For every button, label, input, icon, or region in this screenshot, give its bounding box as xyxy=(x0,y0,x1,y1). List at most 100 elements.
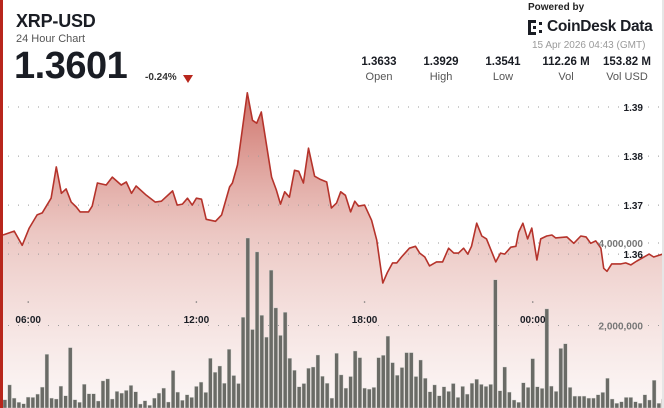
volume-bar xyxy=(133,391,138,408)
volume-bar xyxy=(269,269,274,408)
volume-bar xyxy=(306,368,311,408)
volume-bar xyxy=(540,388,545,408)
volume-bar xyxy=(507,391,512,408)
price-tick-label: 1.36 xyxy=(624,250,644,261)
volume-bar xyxy=(40,386,45,408)
volume-bar xyxy=(82,384,87,408)
volume-bar xyxy=(245,237,250,408)
volume-bar xyxy=(642,394,647,408)
volume-bar xyxy=(409,352,414,408)
volume-bar xyxy=(110,398,115,408)
volume-bar xyxy=(259,315,264,408)
volume-tick-label: 4,000,000 xyxy=(599,239,644,250)
volume-bar xyxy=(278,335,283,408)
volume-bar xyxy=(647,399,652,408)
volume-bar xyxy=(656,403,661,408)
volume-bar xyxy=(124,390,129,408)
volume-bar xyxy=(577,395,582,408)
volume-bar xyxy=(208,358,213,408)
volume-bar xyxy=(572,395,577,408)
volume-bar xyxy=(96,400,101,408)
volume-bar xyxy=(554,391,559,408)
volume-bar xyxy=(549,385,554,408)
x-tick-label: 18:00 xyxy=(352,315,378,326)
volume-bar xyxy=(254,251,260,408)
volume-bar xyxy=(21,403,26,408)
volume-bar xyxy=(343,387,348,408)
volume-bar xyxy=(390,362,395,408)
volume-bar xyxy=(100,380,106,408)
volume-bar xyxy=(49,397,54,408)
volume-bar xyxy=(77,402,82,408)
volume-bar xyxy=(198,381,204,408)
chart-subtitle: 24 Hour Chart xyxy=(16,33,86,45)
volume-bar xyxy=(184,394,190,408)
volume-bar xyxy=(596,394,601,408)
volume-bar xyxy=(460,386,465,408)
volume-bar xyxy=(315,354,320,408)
volume-bar xyxy=(283,312,288,408)
volume-bar xyxy=(633,401,638,408)
x-tick-label: 12:00 xyxy=(184,315,210,326)
volume-bar xyxy=(399,367,405,408)
stat-vol: 112.26 M Vol xyxy=(531,56,601,83)
volume-tick-label: 2,000,000 xyxy=(599,321,644,332)
price-tick-label: 1.39 xyxy=(624,103,644,114)
volume-bar xyxy=(488,384,493,408)
volume-bar xyxy=(427,391,433,408)
volume-bar xyxy=(638,403,643,408)
volume-bar xyxy=(371,387,376,408)
volume-bar xyxy=(26,396,31,408)
volume-bar xyxy=(502,366,507,408)
stat-label: Low xyxy=(492,71,514,83)
volume-bar xyxy=(497,390,503,408)
volume-bar xyxy=(166,401,171,408)
volume-bar xyxy=(479,384,484,408)
brand-logo[interactable]: CoinDesk Data xyxy=(528,18,653,36)
x-tick-mark xyxy=(27,301,30,303)
volume-bar xyxy=(624,397,629,408)
volume-bar xyxy=(311,366,316,408)
x-tick-label: 06:00 xyxy=(15,315,41,326)
volume-bar xyxy=(614,403,619,408)
volume-bar xyxy=(329,397,334,408)
stat-label: Vol USD xyxy=(606,71,648,83)
stat-label: Open xyxy=(365,71,393,83)
x-tick-mark xyxy=(363,301,366,303)
volume-bar xyxy=(226,349,232,408)
price-change: -0.24% xyxy=(145,72,177,83)
volume-bar xyxy=(12,397,17,408)
volume-bar xyxy=(591,397,596,408)
volume-bar xyxy=(68,347,73,408)
volume-bar xyxy=(582,395,587,408)
volume-bar xyxy=(474,379,479,408)
volume-bar xyxy=(231,375,236,408)
volume-bar xyxy=(465,393,470,408)
volume-bar xyxy=(119,392,124,408)
volume-bar xyxy=(54,398,59,408)
stat-value: 153.82 M xyxy=(603,56,651,68)
volume-bar xyxy=(250,329,255,408)
volume-bar xyxy=(558,348,563,408)
volume-bar xyxy=(619,401,624,408)
volume-bar xyxy=(628,397,633,408)
volume-bar xyxy=(395,375,400,408)
down-arrow-icon xyxy=(183,75,193,83)
timestamp: 15 Apr 2026 04:43 (GMT) xyxy=(532,40,646,51)
volume-bar xyxy=(600,392,605,408)
volume-bar xyxy=(483,386,489,408)
volume-bar xyxy=(535,386,540,408)
volume-bar xyxy=(320,376,325,408)
volume-bar xyxy=(72,399,78,408)
stat-open: 1.3633 Open xyxy=(344,56,414,83)
stat-low: 1.3541 Low xyxy=(468,56,538,83)
volume-bar xyxy=(432,384,437,408)
volume-bar xyxy=(367,388,372,408)
volume-bar xyxy=(161,387,166,408)
volume-bar xyxy=(194,386,199,408)
volume-bar xyxy=(2,399,7,408)
volume-bar xyxy=(170,370,176,408)
x-tick-mark xyxy=(195,301,198,303)
volume-bar xyxy=(357,357,362,408)
stat-high: 1.3929 High xyxy=(406,56,476,83)
